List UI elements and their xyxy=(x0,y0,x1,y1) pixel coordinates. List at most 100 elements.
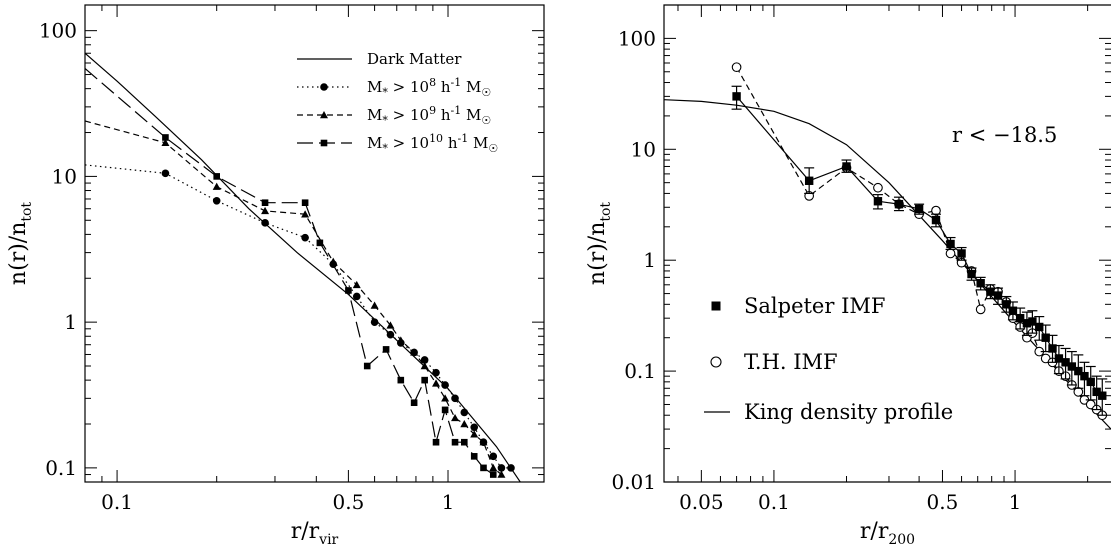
legend-marker-2 xyxy=(320,111,328,119)
legend-marker-3 xyxy=(320,139,328,147)
left-point-3-18 xyxy=(489,471,497,478)
x-axis-title: r/r200 xyxy=(860,519,915,544)
y-tick-label: 1 xyxy=(643,248,656,272)
salpeter-point xyxy=(1002,300,1011,309)
left-series-line-1 xyxy=(85,164,511,469)
salpeter-point xyxy=(804,176,814,185)
salpeter-point xyxy=(914,204,924,214)
y-axis-title: n(r)/ntot xyxy=(6,202,35,285)
left-point-2-17 xyxy=(479,438,488,446)
left-point-1-15 xyxy=(460,408,469,417)
left-point-1-7 xyxy=(370,318,379,326)
left-series-3 xyxy=(85,68,497,478)
x-axis-title: r/rvir xyxy=(291,519,339,544)
legend-marker-1 xyxy=(320,83,328,91)
legend-label-3: M* > 1010 h-1 M☉ xyxy=(367,132,498,155)
left-point-2-5 xyxy=(329,257,338,265)
y-tick-label: 0.01 xyxy=(611,470,656,494)
salpeter-point xyxy=(873,197,883,206)
x-tick-label: 1 xyxy=(442,490,455,514)
x-tick-label: 0.1 xyxy=(101,490,133,514)
left-point-1-2 xyxy=(212,197,221,205)
y-tick-label: 1 xyxy=(64,310,77,334)
x-tick-label: 0.5 xyxy=(332,490,364,514)
left-point-2-10 xyxy=(410,348,419,356)
legend-king-label: King density profile xyxy=(744,400,953,424)
left-point-3-10 xyxy=(410,399,418,407)
left-point-3-9 xyxy=(397,376,405,384)
left-point-3-12 xyxy=(432,438,440,446)
salpeter-point xyxy=(894,199,904,209)
legend-label-1: M* > 108 h-1 M☉ xyxy=(367,76,491,99)
right-panel: 0.05 0.1 0.5 1 0.01 0.1 1 10 100 r/r200 n(r)/ntot r… xyxy=(585,4,1111,544)
left-point-3-3 xyxy=(261,199,269,207)
left-point-3-8 xyxy=(382,346,390,353)
left-point-2-3 xyxy=(261,206,270,215)
left-series-0 xyxy=(85,52,521,482)
left-point-1-16 xyxy=(470,423,479,432)
left-point-2-19 xyxy=(497,470,506,478)
left-point-1-1 xyxy=(161,169,170,178)
left-point-1-3 xyxy=(261,219,269,227)
x-tick-label: 0.1 xyxy=(758,490,790,514)
left-point-1-8 xyxy=(386,330,395,339)
left-point-3-16 xyxy=(470,453,478,460)
left-point-2-15 xyxy=(460,420,469,428)
x-tick-label: 0.05 xyxy=(679,490,724,514)
th-imf-point xyxy=(731,62,742,73)
left-series-line-0 xyxy=(85,52,521,482)
left-point-1-11 xyxy=(420,356,429,364)
salpeter-point xyxy=(732,92,741,101)
x-tick-label: 1 xyxy=(1009,490,1022,514)
salpeter-point xyxy=(1061,358,1070,367)
left-point-2-8 xyxy=(386,321,395,329)
legend-label-2: M* > 109 h-1 M☉ xyxy=(367,104,491,127)
legend-th-marker xyxy=(710,356,722,368)
left-point-3-7 xyxy=(363,362,371,370)
left-point-2-9 xyxy=(396,336,405,344)
y-tick-label: 100 xyxy=(39,19,77,43)
th-imf-point xyxy=(945,248,956,259)
y-axis-title: n(r)/ntot xyxy=(585,202,614,285)
left-point-1-13 xyxy=(441,381,449,389)
left-point-1-12 xyxy=(432,368,440,377)
salpeter-series xyxy=(731,85,1108,416)
salpeter-point xyxy=(967,269,976,279)
salpeter-point xyxy=(1022,319,1032,328)
salpeter-point xyxy=(931,215,941,225)
right-legend: Salpeter IMF T.H. IMF King density profile xyxy=(704,294,953,424)
left-point-2-14 xyxy=(451,413,460,422)
magnitude-cut-annotation: r < −18.5 xyxy=(952,123,1057,147)
legend-salpeter-marker xyxy=(711,301,721,311)
salpeter-point xyxy=(976,279,985,288)
salpeter-point xyxy=(1048,344,1057,353)
left-point-2-2 xyxy=(212,182,221,190)
salpeter-point xyxy=(957,249,966,258)
y-tick-label: 100 xyxy=(618,26,656,50)
left-point-1-14 xyxy=(451,394,459,403)
left-point-3-6 xyxy=(345,287,352,294)
left-point-2-6 xyxy=(352,280,361,289)
left-point-2-1 xyxy=(161,138,170,147)
legend-th-label: T.H. IMF xyxy=(744,350,838,374)
left-point-3-13 xyxy=(441,406,449,414)
left-point-1-4 xyxy=(301,233,309,242)
left-point-2-7 xyxy=(370,301,379,309)
salpeter-point xyxy=(1098,391,1107,400)
left-plot-frame xyxy=(84,4,545,483)
legend-salpeter-label: Salpeter IMF xyxy=(744,294,885,318)
salpeter-point xyxy=(993,291,1003,300)
left-point-2-13 xyxy=(441,394,450,402)
salpeter-point xyxy=(1015,313,1025,323)
left-point-3-1 xyxy=(162,134,169,141)
left-point-2-11 xyxy=(420,362,429,370)
left-point-1-18 xyxy=(489,452,498,461)
salpeter-point xyxy=(1074,366,1083,376)
salpeter-point xyxy=(986,287,995,296)
left-point-2-18 xyxy=(489,463,498,472)
right-plot-frame xyxy=(663,4,1111,483)
legend-label-0: Dark Matter xyxy=(367,50,462,68)
left-legend: Dark Matter M* > 108 h-1 M☉ M* > 109 h-1 M… xyxy=(297,50,498,155)
x-tick-label: 0.5 xyxy=(927,490,959,514)
